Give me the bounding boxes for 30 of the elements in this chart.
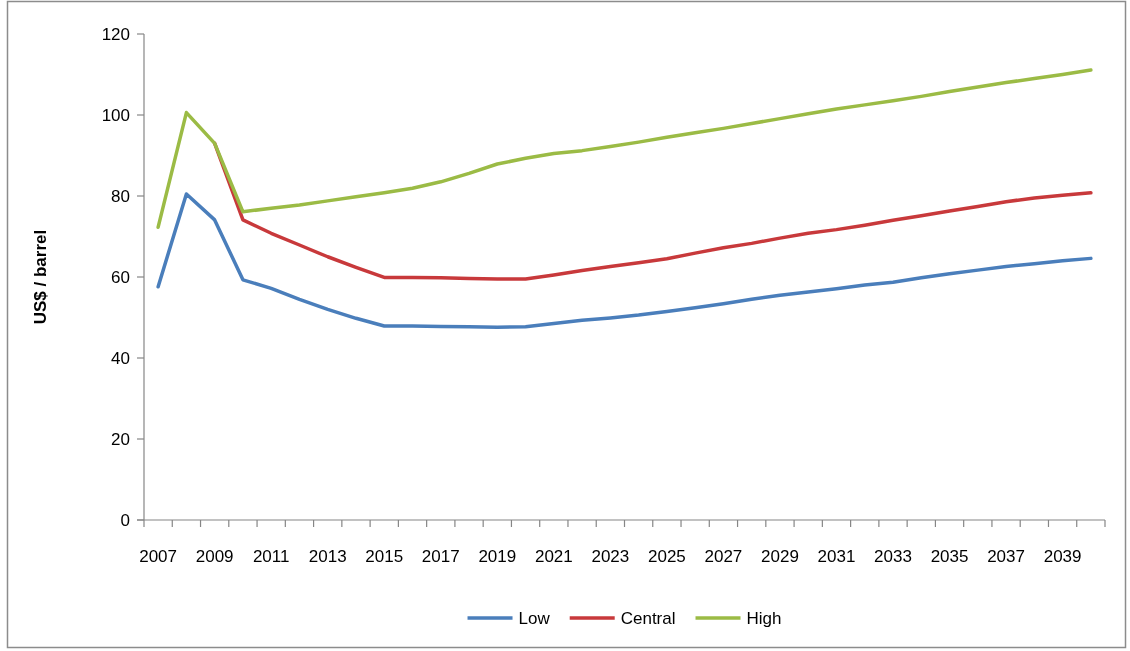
x-tick-label: 2007 — [139, 546, 178, 566]
y-tick-label: 40 — [111, 348, 130, 368]
x-tick-label: 2017 — [421, 546, 460, 566]
legend-label: High — [746, 608, 782, 628]
x-tick-label: 2019 — [478, 546, 517, 566]
x-tick-label: 2023 — [591, 546, 630, 566]
y-axis-title: US$ / barrel — [30, 229, 50, 325]
line-series — [156, 68, 1093, 229]
x-tick-label: 2025 — [647, 546, 686, 566]
x-tick-label: 2037 — [987, 546, 1025, 566]
y-tick-label: 100 — [101, 105, 130, 125]
x-tick-label: 2029 — [761, 546, 799, 566]
y-tick-label: 20 — [111, 429, 130, 449]
legend-label: Low — [518, 608, 551, 628]
x-tick-label: 2031 — [817, 546, 856, 566]
line-series — [156, 192, 1093, 329]
y-tick-label: 0 — [120, 510, 130, 530]
y-tick-label: 60 — [111, 267, 130, 287]
x-tick-label: 2035 — [930, 546, 969, 566]
y-tick-label: 120 — [101, 24, 130, 44]
legend-label: Central — [620, 608, 676, 628]
y-tick-label: 80 — [111, 186, 130, 206]
x-tick-label: 2015 — [365, 546, 404, 566]
x-tick-label: 2027 — [704, 546, 743, 566]
x-tick-label: 2011 — [252, 546, 290, 566]
x-tick-label: 2039 — [1043, 546, 1082, 566]
x-tick-label: 2021 — [534, 546, 573, 566]
x-tick-label: 2033 — [874, 546, 912, 566]
x-tick-label: 2013 — [308, 546, 347, 566]
x-tick-label: 2009 — [195, 546, 234, 566]
